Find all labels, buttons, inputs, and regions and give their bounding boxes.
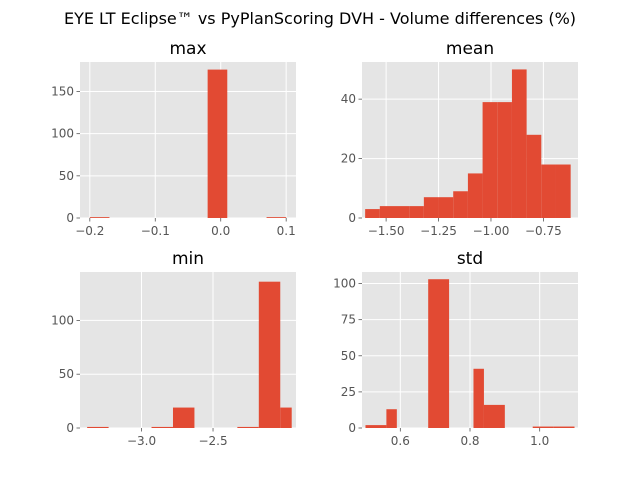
- x-tick-label: −2.5: [198, 434, 227, 448]
- histogram-bar: [89, 217, 110, 218]
- axes-background: [80, 62, 296, 218]
- y-tick-label: 25: [341, 385, 356, 399]
- y-tick-label: 150: [51, 85, 74, 99]
- y-tick-label: 0: [66, 421, 74, 435]
- histogram-bar: [428, 279, 450, 428]
- x-tick-label: −1.00: [473, 224, 510, 238]
- histogram-bar: [473, 368, 484, 428]
- x-tick-label: 0.0: [211, 224, 230, 238]
- histogram-bar: [237, 426, 259, 428]
- histogram-bar: [497, 102, 512, 218]
- histogram-bar: [483, 404, 505, 428]
- histogram-bar: [151, 426, 173, 428]
- histogram-bar: [266, 217, 287, 218]
- x-tick-label: −1.25: [420, 224, 457, 238]
- y-tick-label: 75: [341, 313, 356, 327]
- x-tick-label: −3.0: [127, 434, 156, 448]
- subplot-min: −3.0 −2.5 0 50 100 min: [51, 249, 296, 448]
- y-tick-label: 50: [341, 349, 356, 363]
- histogram-bar: [532, 426, 554, 428]
- y-tick-label: 100: [51, 313, 74, 327]
- y-tick-label: 100: [51, 127, 74, 141]
- histogram-bar: [553, 426, 575, 428]
- histogram-bar: [482, 102, 498, 218]
- subplot-mean: −1.50 −1.25 −1.00 −0.75 0 20 40 mean: [341, 39, 578, 238]
- histogram-bar: [394, 206, 410, 218]
- x-tick-label: −0.75: [525, 224, 562, 238]
- subplots: −0.2 −0.1 0.0 0.1 0 50 100 150 max −1.50 −1.25 −1.0…: [51, 39, 578, 448]
- histogram-bar: [280, 407, 292, 428]
- y-tick-label: 0: [66, 211, 74, 225]
- histogram-bar: [258, 281, 281, 428]
- histogram-bar: [541, 164, 556, 218]
- x-tick-label: 0.6: [391, 434, 410, 448]
- y-tick-label: 0: [348, 421, 356, 435]
- subplot-title: min: [172, 249, 204, 269]
- x-tick-label: −0.1: [141, 224, 170, 238]
- y-tick-label: 20: [341, 152, 356, 166]
- histogram-bar: [453, 191, 468, 218]
- x-tick-label: −1.50: [368, 224, 405, 238]
- subplot-std: 0.6 0.8 1.0 0 25 50 75 100 std: [333, 249, 578, 448]
- y-tick-label: 40: [341, 92, 356, 106]
- histogram-bar: [379, 206, 395, 218]
- subplot-title: std: [457, 249, 483, 269]
- subplot-title: mean: [446, 39, 494, 59]
- histogram-bar: [511, 69, 527, 218]
- histogram-bar: [423, 197, 439, 218]
- histogram-bar: [365, 209, 380, 218]
- histogram-bar: [365, 425, 387, 428]
- histogram-bar: [526, 134, 542, 218]
- x-tick-label: −0.2: [75, 224, 104, 238]
- histogram-bar: [467, 173, 483, 218]
- y-tick-label: 100: [333, 277, 356, 291]
- subplot-title: max: [169, 39, 206, 59]
- histogram-bar: [386, 409, 397, 428]
- subplot-max: −0.2 −0.1 0.0 0.1 0 50 100 150 max: [51, 39, 296, 238]
- histogram-bar: [438, 197, 454, 218]
- histogram-bar: [555, 164, 571, 218]
- x-tick-label: 0.1: [277, 224, 296, 238]
- x-tick-label: 0.8: [460, 434, 479, 448]
- y-tick-label: 0: [348, 211, 356, 225]
- y-tick-label: 50: [59, 169, 74, 183]
- histogram-bar: [207, 69, 228, 218]
- histogram-bar: [172, 407, 195, 428]
- histogram-bar: [409, 206, 424, 218]
- histogram-bar: [87, 426, 109, 428]
- x-tick-label: 1.0: [530, 434, 549, 448]
- y-tick-label: 50: [59, 367, 74, 381]
- figure-title: EYE LT Eclipse™ vs PyPlanScoring DVH - V…: [64, 9, 576, 28]
